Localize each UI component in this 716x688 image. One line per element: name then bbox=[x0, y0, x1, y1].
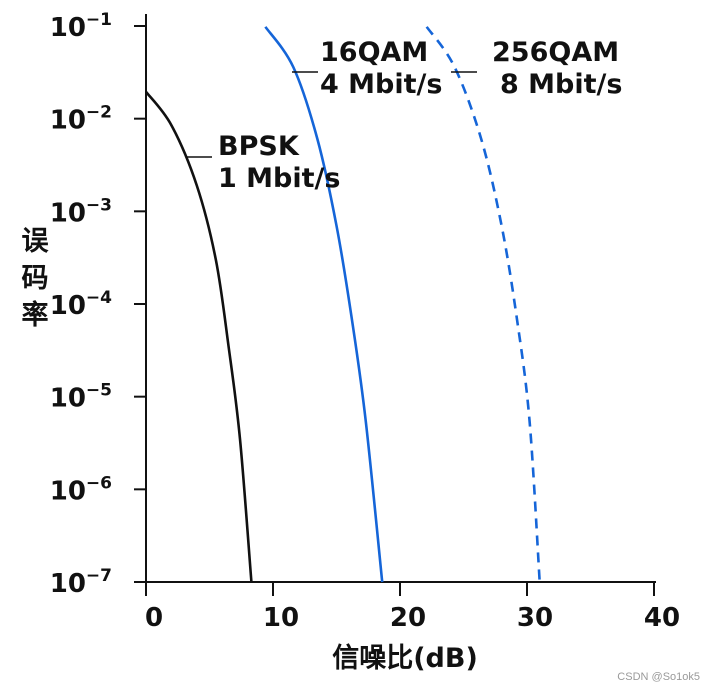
watermark: CSDN @So1ok5 bbox=[617, 671, 700, 683]
x-tick-label: 30 bbox=[517, 603, 553, 633]
y-tick-label: 10−2 bbox=[50, 103, 112, 136]
y-tick-label: 10−6 bbox=[50, 473, 112, 506]
x-tick-label: 10 bbox=[263, 603, 299, 633]
x-tick-label: 20 bbox=[390, 603, 426, 633]
16qam-label: 16QAM bbox=[320, 37, 428, 68]
series-layer bbox=[144, 26, 541, 583]
y-tick-label: 10−7 bbox=[50, 566, 112, 599]
256qam-label: 256QAM bbox=[492, 37, 619, 68]
256qam-label: 8 Mbit/s bbox=[500, 69, 622, 100]
x-tick-label: 40 bbox=[644, 603, 680, 633]
bpsk-label: 1 Mbit/s bbox=[218, 163, 340, 194]
y-tick-label: 10−3 bbox=[50, 195, 112, 228]
axes: 10−1 10−2 10−3 10−4 10−5 10−6 10−7 0 10 20 30 40 bbox=[50, 10, 680, 633]
16qam-label: 4 Mbit/s bbox=[320, 69, 442, 100]
y-axis-title-char: 率 bbox=[22, 299, 49, 331]
y-axis-title-char: 误 bbox=[22, 226, 50, 257]
y-tick-label: 10−1 bbox=[50, 10, 112, 43]
bpsk-curve bbox=[144, 90, 253, 583]
16qam-curve bbox=[264, 26, 384, 583]
y-tick-label: 10−5 bbox=[50, 381, 112, 414]
y-axis-title: 误码率 bbox=[22, 226, 50, 331]
bpsk-label: BPSK bbox=[218, 131, 300, 162]
y-axis-title-char: 码 bbox=[22, 263, 49, 294]
x-tick-label: 0 bbox=[145, 603, 163, 633]
y-tick-label: 10−4 bbox=[50, 288, 112, 321]
x-axis-title: 信噪比(dB) bbox=[332, 643, 478, 674]
256qam-curve bbox=[425, 26, 541, 583]
